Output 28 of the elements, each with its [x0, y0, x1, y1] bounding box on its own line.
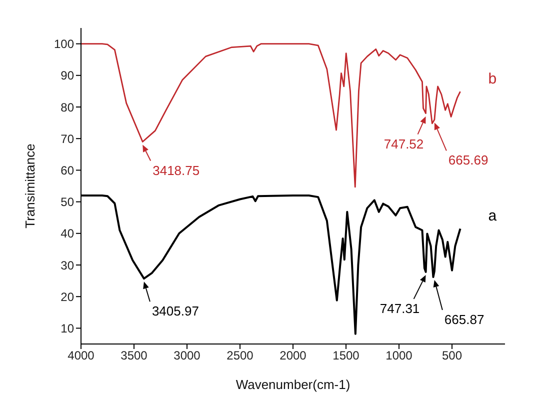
y-tick-label: 80 — [60, 100, 74, 114]
y-tick-label: 30 — [60, 258, 74, 272]
x-tick-label: 500 — [442, 348, 462, 363]
annotation: 3418.75 — [152, 162, 200, 178]
x-tick-label: 3000 — [174, 348, 201, 363]
y-tick-label: 60 — [60, 163, 74, 178]
x-tick-label: 1000 — [386, 348, 413, 363]
annotation: 665.87 — [444, 312, 484, 328]
y-tick-label: 100 — [54, 37, 74, 52]
x-axis-title: Wavenumber(cm-1) — [236, 377, 350, 392]
x-tick-label: 3500 — [120, 348, 148, 363]
y-tick-label: 90 — [60, 68, 74, 83]
y-tick-label: 40 — [60, 226, 74, 241]
y-tick-label: 20 — [60, 290, 74, 304]
x-tick-label: 1500 — [332, 348, 360, 363]
annotation: 665.69 — [448, 152, 488, 168]
y-tick-label: 70 — [60, 132, 74, 146]
annotation: 747.31 — [380, 300, 420, 316]
annotation: 747.52 — [384, 136, 424, 152]
x-tick-label: 4000 — [68, 348, 95, 363]
y-tick-label: 50 — [60, 195, 74, 210]
y-axis-title: Transimittance — [22, 144, 38, 228]
y-tick-label: 10 — [60, 321, 74, 336]
x-tick-label: 2000 — [280, 348, 307, 363]
x-tick-label: 2500 — [226, 348, 254, 363]
series-label: a — [488, 208, 498, 225]
series-label: b — [488, 70, 497, 88]
annotation: 3405.97 — [152, 304, 199, 319]
